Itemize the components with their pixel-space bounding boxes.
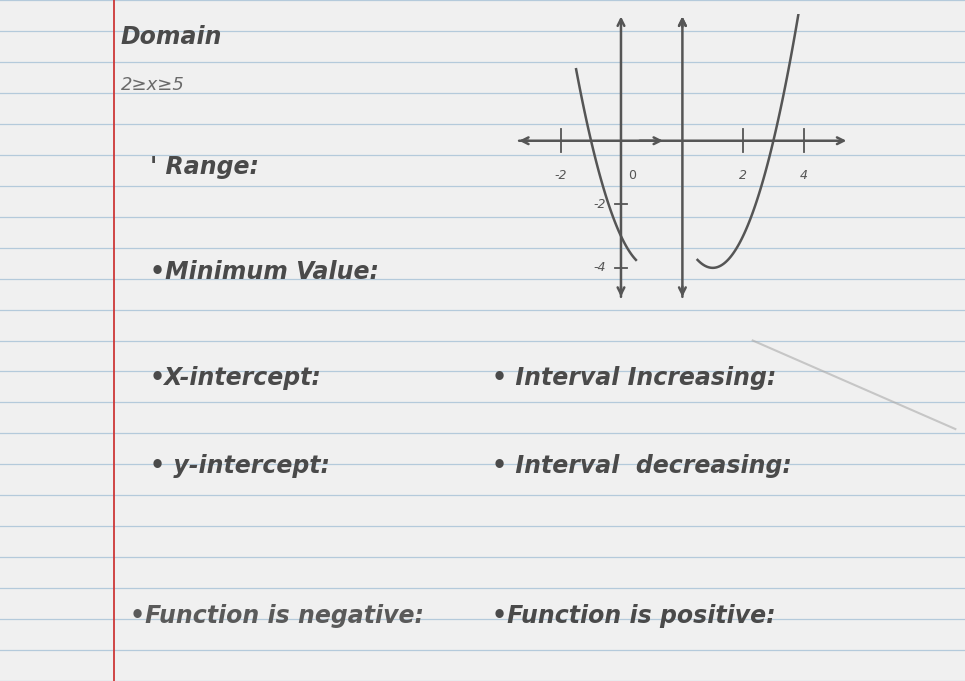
Text: 4: 4 — [800, 170, 808, 183]
Text: 2≥x≥5: 2≥x≥5 — [121, 76, 184, 94]
Text: -2: -2 — [555, 170, 567, 183]
Text: -2: -2 — [593, 197, 606, 211]
Text: -4: -4 — [593, 262, 606, 274]
Text: •Function is positive:: •Function is positive: — [492, 604, 776, 629]
Text: •Function is negative:: •Function is negative: — [130, 604, 425, 629]
Text: ' Range:: ' Range: — [150, 155, 259, 179]
Text: • Interval Increasing:: • Interval Increasing: — [492, 366, 777, 390]
Text: 0: 0 — [628, 170, 636, 183]
Text: •Minimum Value:: •Minimum Value: — [150, 260, 378, 285]
Text: • y-intercept:: • y-intercept: — [150, 454, 330, 479]
Text: Domain: Domain — [121, 25, 222, 50]
Text: 2: 2 — [739, 170, 747, 183]
Text: •X-intercept:: •X-intercept: — [150, 366, 321, 390]
Text: • Interval  decreasing:: • Interval decreasing: — [492, 454, 792, 479]
